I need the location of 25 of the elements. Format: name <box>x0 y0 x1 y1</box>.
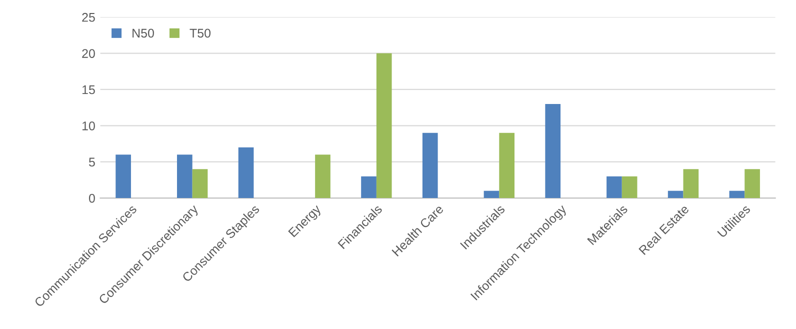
bar <box>177 154 192 198</box>
bar <box>499 132 515 198</box>
y-tick-label: 20 <box>82 49 95 58</box>
bar <box>622 176 638 198</box>
bar <box>238 147 254 198</box>
bar <box>729 190 745 198</box>
legend-label: T50 <box>190 28 211 38</box>
y-tick-label: 10 <box>82 121 95 130</box>
bar <box>116 154 131 198</box>
bar <box>422 132 438 198</box>
bar <box>376 53 392 198</box>
bar <box>744 169 760 198</box>
bar <box>192 169 208 198</box>
y-tick-label: 0 <box>88 194 95 203</box>
legend-label: N50 <box>132 28 154 38</box>
y-tick-label: 5 <box>88 158 95 167</box>
bar <box>545 104 561 198</box>
y-tick-label: 25 <box>82 12 95 22</box>
bar <box>361 176 376 198</box>
y-tick-label: 15 <box>82 85 95 94</box>
bar <box>484 190 500 198</box>
bar <box>315 154 330 198</box>
bar <box>606 176 622 198</box>
bar <box>683 169 699 198</box>
bar <box>668 190 684 198</box>
